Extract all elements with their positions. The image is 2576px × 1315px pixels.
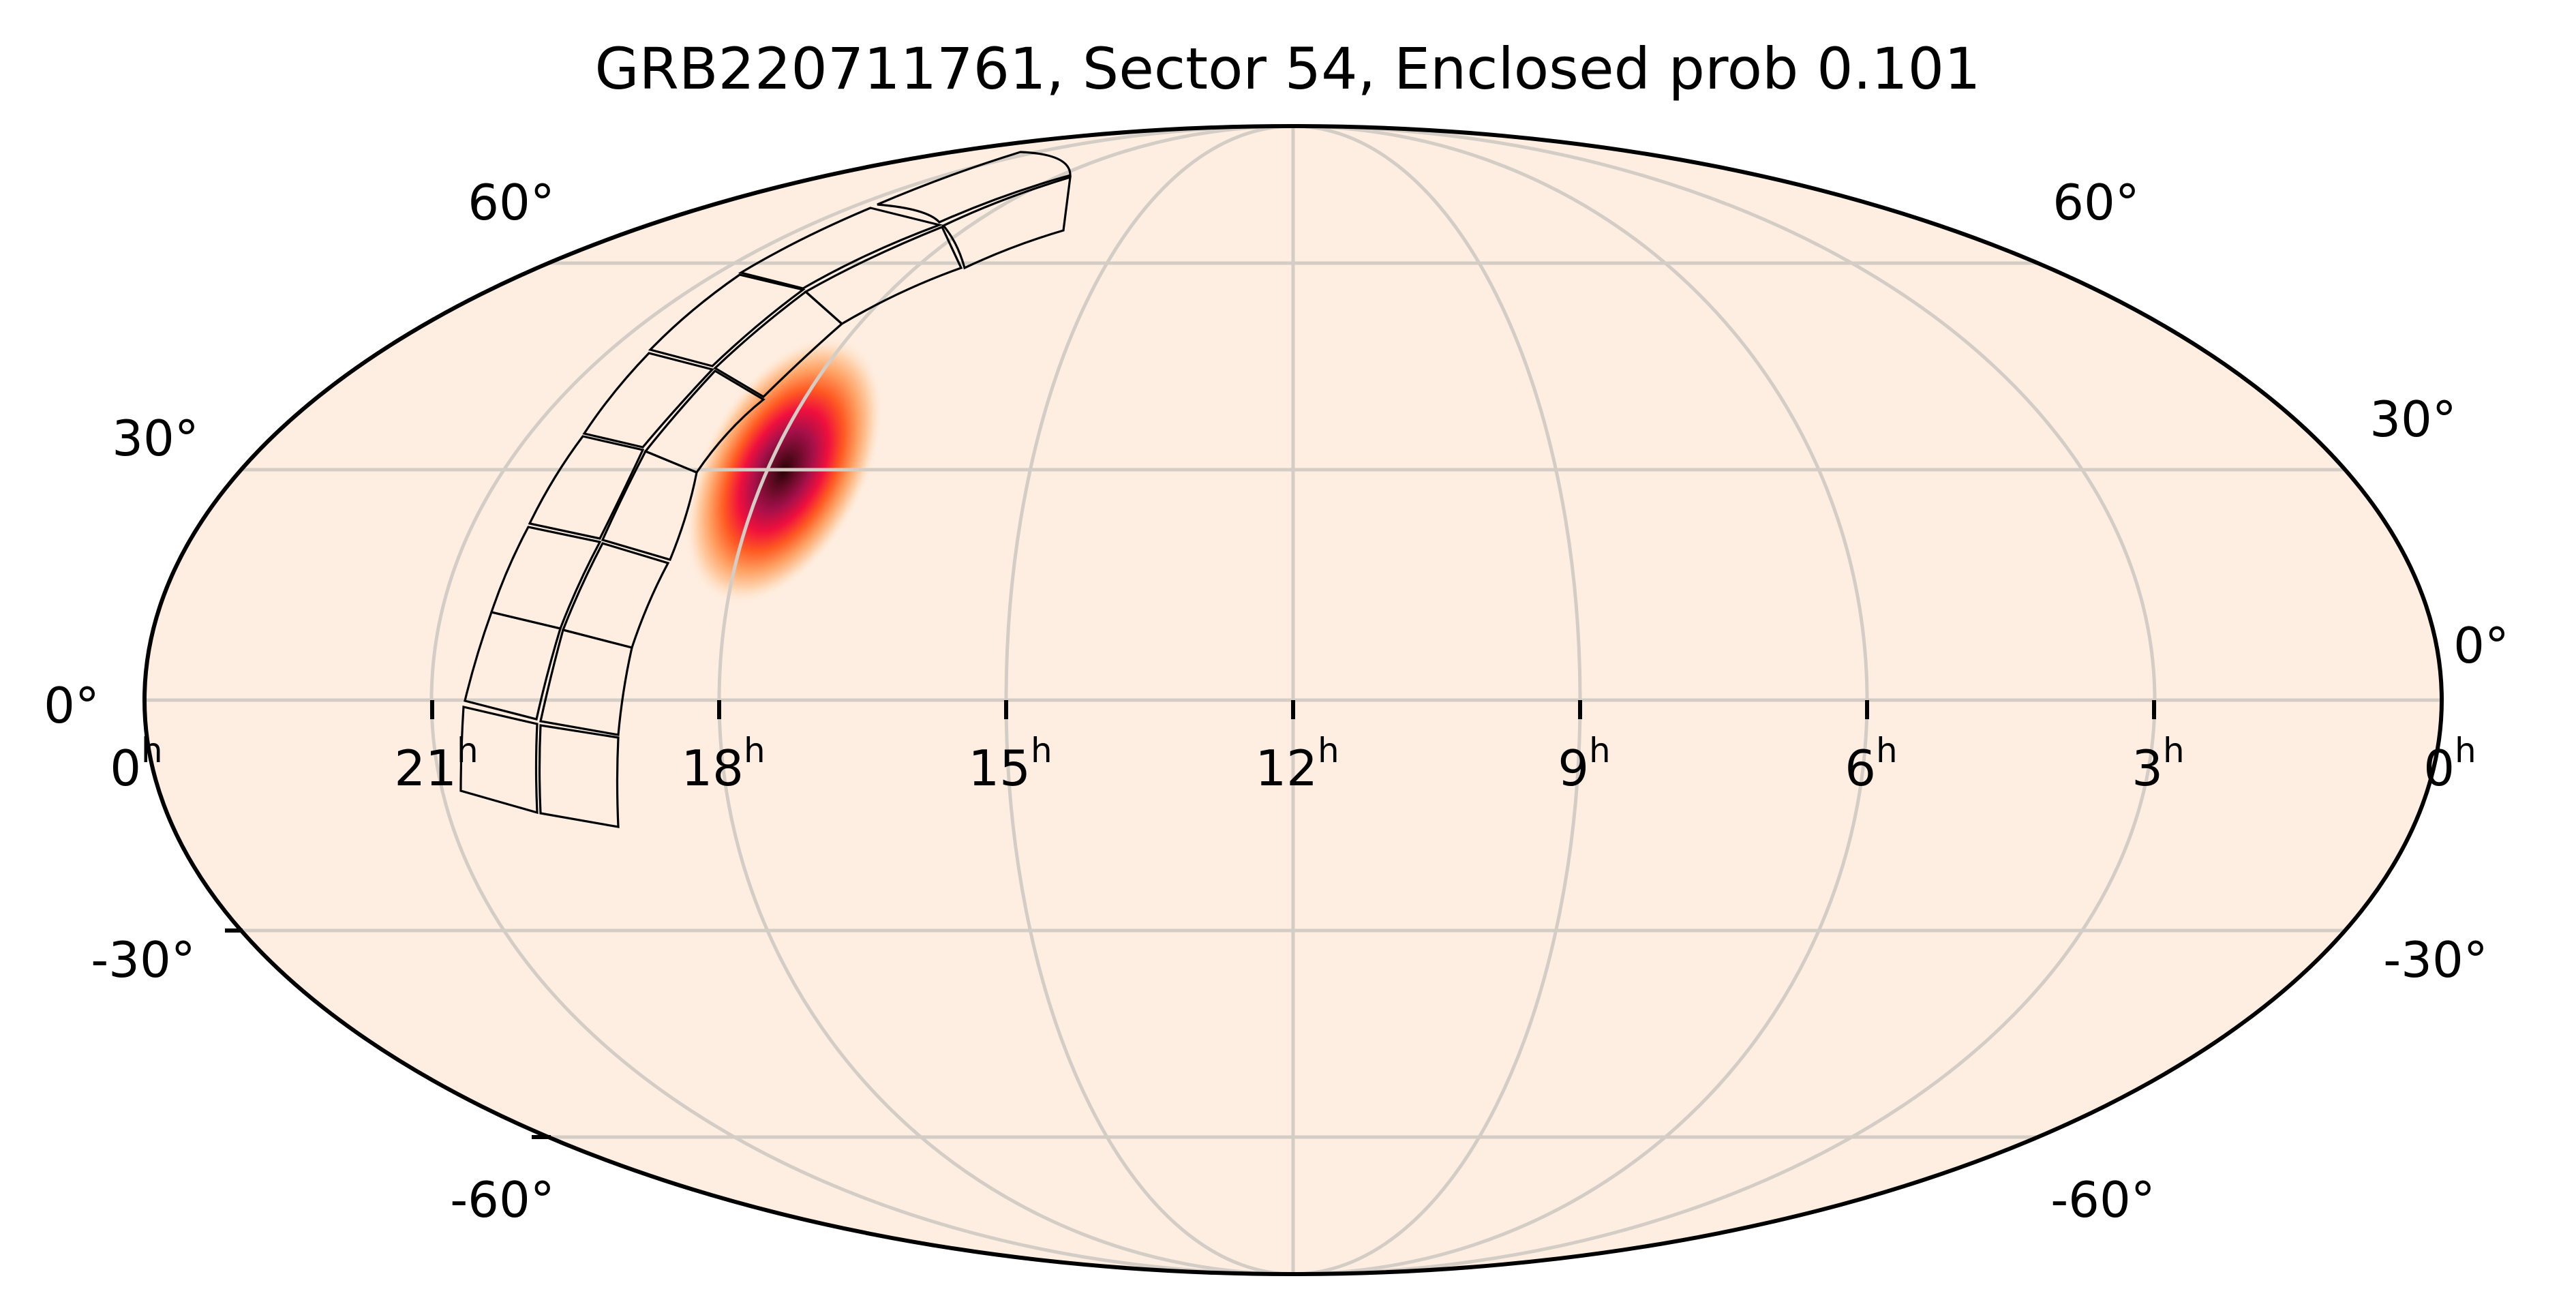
ccd-tile — [539, 629, 633, 736]
ccd-tile — [601, 449, 698, 561]
ra-label-3h: 3h — [2132, 731, 2185, 797]
dec-label-left-minus60: -60° — [450, 1171, 555, 1228]
ccd-tile — [538, 724, 620, 828]
dec-label-left-60: 60° — [468, 174, 555, 231]
dec-label-right-minus30: -30° — [2383, 931, 2488, 988]
ccd-tile — [648, 273, 806, 367]
ccd-tile — [464, 611, 562, 721]
ccd-tile — [643, 369, 766, 474]
ccd-tile — [561, 542, 670, 649]
ra-ticks — [225, 700, 2156, 1139]
ccd-tile — [941, 175, 1072, 270]
sky-frame — [142, 124, 2444, 1276]
ccd-tile — [877, 151, 1072, 224]
dec-label-right-30: 30° — [2369, 391, 2457, 448]
dec-tick-labels-left: 60° 30° 0° -30° -60° — [44, 174, 555, 1228]
dec-label-left-0: 0° — [44, 677, 100, 734]
ra-label-15h: 15h — [968, 731, 1052, 797]
dec-label-right-0: 0° — [2453, 617, 2509, 674]
ccd-tile — [459, 706, 539, 815]
ra-label-0h-left: 0h — [110, 731, 163, 797]
ccd-tile — [528, 435, 645, 540]
ccd-tile — [489, 526, 602, 630]
chart-title: GRB220711761, Sector 54, Enclosed prob 0… — [594, 35, 1980, 102]
dec-tick-labels-right: 60° 30° 0° -30° -60° — [2050, 174, 2509, 1228]
dec-label-left-30: 30° — [112, 410, 199, 467]
dec-label-right-minus60: -60° — [2050, 1171, 2155, 1228]
ra-label-12h: 12h — [1255, 731, 1339, 797]
ccd-tile — [738, 207, 943, 290]
dec-label-right-60: 60° — [2052, 174, 2140, 231]
ra-label-21h: 21h — [394, 731, 478, 797]
ccd-tile — [804, 225, 963, 325]
ra-tick-labels: 0h 21h 18h 15h 12h 9h 6h 3h 0h — [110, 731, 2476, 797]
ccd-tile — [582, 352, 715, 449]
ccd-tile — [713, 290, 844, 399]
tess-footprint — [459, 151, 1072, 828]
ra-label-9h: 9h — [1558, 731, 1611, 797]
ra-label-6h: 6h — [1845, 731, 1898, 797]
ra-label-0h-right: 0h — [2423, 731, 2476, 797]
dec-label-left-minus30: -30° — [91, 931, 196, 988]
ra-label-18h: 18h — [681, 731, 765, 797]
